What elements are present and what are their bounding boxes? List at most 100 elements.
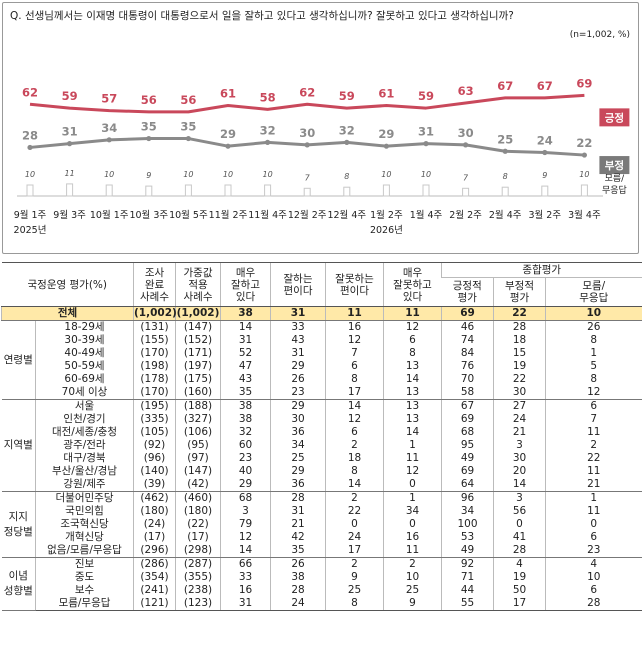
cell-n1: (121): [133, 597, 176, 611]
cell-g: 29: [270, 360, 326, 373]
cell-pos: 96: [441, 491, 494, 505]
cell-n1: (92): [133, 439, 176, 452]
cell-n1: (155): [133, 334, 176, 347]
cell-dk: 6: [545, 584, 642, 597]
dont-know-label: 10: [104, 170, 114, 179]
header-positive: 긍정적 평가: [441, 277, 494, 307]
dont-know-bar: [580, 184, 588, 197]
cell-pos: 44: [441, 584, 494, 597]
table-row: 50-59세 (198) (197) 47 29 6 13 76 19 5: [2, 360, 642, 373]
table-row: 없음/모름/무응답 (296) (298) 14 35 17 11 49 28 23: [2, 544, 642, 558]
cell-vg: 66: [220, 557, 271, 571]
cell-neg: 41: [493, 531, 546, 544]
cell-vg: 38: [220, 306, 271, 321]
cell-b: 17: [325, 386, 384, 400]
positive-value-label: 59: [62, 89, 78, 103]
row-label: 60-69세: [35, 373, 134, 386]
row-label: 조국혁신당: [35, 518, 134, 531]
cell-n1: (24): [133, 518, 176, 531]
cell-vg: 38: [220, 413, 271, 426]
dont-know-label: 10: [25, 170, 35, 179]
dont-know-bar: [66, 183, 74, 197]
cell-b: 6: [325, 360, 384, 373]
dont-know-bar: [303, 187, 311, 197]
cell-neg: 21: [493, 426, 546, 439]
table-row: 광주/전라 (92) (95) 60 34 2 1 95 3 2: [2, 439, 642, 452]
cell-vb: 11: [383, 544, 442, 558]
dont-know-label: 8: [344, 172, 349, 181]
cell-vb: 6: [383, 334, 442, 347]
cell-pos: 92: [441, 557, 494, 571]
group-label: 이념 성향별: [1, 557, 36, 611]
cell-vb: 12: [383, 320, 442, 334]
cell-b: 8: [325, 373, 384, 386]
cell-pos: 69: [441, 413, 494, 426]
table-row: 70세 이상 (170) (160) 35 23 17 13 58 30 12: [2, 386, 642, 400]
cell-neg: 30: [493, 452, 546, 465]
cell-neg: 17: [493, 597, 546, 611]
negative-point: [225, 143, 231, 149]
cell-vb: 2: [383, 557, 442, 571]
cell-vg: 16: [220, 584, 271, 597]
negative-value-label: 34: [101, 121, 117, 135]
negative-value-label: 29: [220, 127, 236, 141]
cell-vg: 32: [220, 426, 271, 439]
cell-g: 31: [270, 347, 326, 360]
cell-vg: 47: [220, 360, 271, 373]
positive-legend-label: 긍정: [605, 111, 624, 124]
negative-point: [304, 142, 310, 148]
cell-vb: 11: [383, 452, 442, 465]
cell-b: 12: [325, 334, 384, 347]
cell-n1: (170): [133, 386, 176, 400]
cell-vb: 12: [383, 465, 442, 478]
cell-neg: 14: [493, 478, 546, 492]
cell-g: 23: [270, 386, 326, 400]
dont-know-bar: [343, 186, 351, 197]
cell-pos: 69: [441, 465, 494, 478]
negative-value-label: 29: [378, 127, 394, 141]
cell-vb: 0: [383, 478, 442, 492]
cell-neg: 56: [493, 505, 546, 518]
negative-value-label: 32: [260, 123, 276, 137]
cell-vb: 13: [383, 399, 442, 413]
negative-value-label: 31: [418, 125, 434, 139]
negative-value-label: 25: [497, 132, 513, 146]
negative-point: [146, 135, 152, 142]
row-label: 모름/무응답: [35, 597, 134, 611]
cell-n1: (286): [133, 557, 176, 571]
cell-vg: 52: [220, 347, 271, 360]
table-row: 강원/제주 (39) (42) 29 36 14 0 64 14 21: [2, 478, 642, 492]
positive-value-label: 67: [497, 79, 513, 93]
trend-chart: Q. 선생님께서는 이재명 대통령이 대통령으로서 일을 잘하고 있다고 생각하…: [2, 2, 639, 254]
row-label: 전체: [1, 306, 134, 321]
x-tick-label: 10월 1주: [90, 209, 129, 221]
cell-vg: 38: [220, 399, 271, 413]
cell-pos: 100: [441, 518, 494, 531]
cell-n2: (22): [175, 518, 221, 531]
cell-g: 35: [270, 544, 326, 558]
cell-vg: 23: [220, 452, 271, 465]
cell-b: 25: [325, 584, 384, 597]
cell-vb: 13: [383, 413, 442, 426]
cell-neg: 19: [493, 360, 546, 373]
negative-value-label: 28: [22, 128, 38, 142]
cell-n1: (170): [133, 347, 176, 360]
row-label: 중도: [35, 571, 134, 584]
cell-dk: 4: [545, 557, 642, 571]
row-label: 개혁신당: [35, 531, 134, 544]
cell-dk: 1: [545, 491, 642, 505]
cell-dk: 8: [545, 373, 642, 386]
positive-value-label: 69: [576, 76, 592, 90]
cell-n2: (42): [175, 478, 221, 492]
cell-n1: (180): [133, 505, 176, 518]
cell-n2: (147): [175, 320, 221, 334]
cell-g: 43: [270, 334, 326, 347]
cell-b: 22: [325, 505, 384, 518]
cell-b: 2: [325, 439, 384, 452]
positive-value-label: 59: [339, 89, 355, 103]
cell-neg: 0: [493, 518, 546, 531]
cell-g: 33: [270, 320, 326, 334]
x-tick-label: 9월 1주: [14, 209, 47, 221]
cell-pos: 84: [441, 347, 494, 360]
cell-vg: 43: [220, 373, 271, 386]
